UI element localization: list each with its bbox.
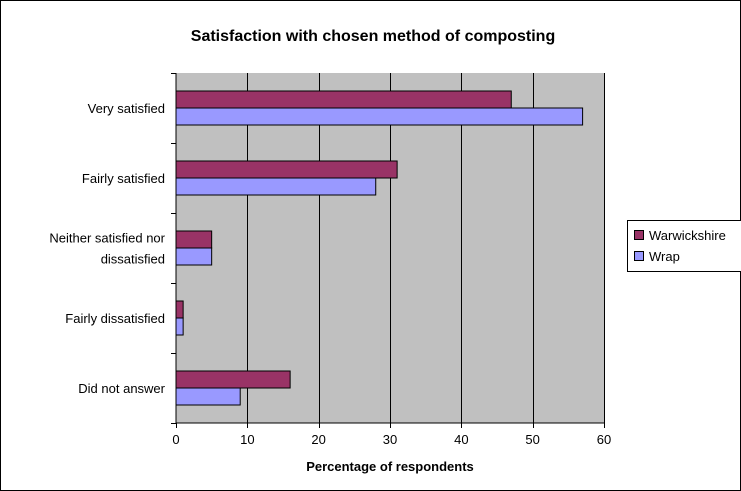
x-tick-label-60: 60	[597, 432, 611, 447]
y-category-label-did-not-answer: Did not answer	[78, 381, 165, 396]
y-category-label-fairly-dissatisfied: Fairly dissatisfied	[65, 311, 165, 326]
x-tick-label-40: 40	[454, 432, 468, 447]
x-ticks: 0 10 20 30 40 50 60	[171, 73, 611, 447]
bar-warwickshire-fairly-dissatisfied	[175, 300, 184, 319]
legend-swatch-warwickshire	[634, 230, 644, 240]
y-category-label-line: dissatisfied	[101, 252, 165, 267]
y-category-label-neither-satisfied-nor-dissatisfied: Neither satisfied nor dissatisfied	[49, 231, 165, 267]
x-axis-title: Percentage of respondents	[306, 459, 474, 474]
bar-warwickshire-fairly-satisfied	[175, 160, 398, 179]
y-category-label-line: Very satisfied	[88, 101, 165, 116]
legend-item-warwickshire: Warwickshire	[634, 227, 726, 243]
y-category-label-line: Fairly dissatisfied	[65, 311, 165, 326]
bar-wrap-did-not-answer	[175, 387, 241, 406]
x-tick-label-30: 30	[383, 432, 397, 447]
y-category-label-line: Did not answer	[78, 381, 165, 396]
category-labels: Very satisfied Fairly satisfied Neither sa…	[49, 101, 165, 396]
y-category-label-very-satisfied: Very satisfied	[88, 101, 165, 116]
bar-warwickshire-did-not-answer	[175, 370, 291, 389]
gridlines	[247, 73, 605, 423]
bar-warwickshire-very-satisfied	[175, 90, 512, 109]
legend: Warwickshire Wrap	[627, 220, 741, 272]
legend-item-wrap: Wrap	[634, 248, 680, 264]
bar-wrap-very-satisfied	[175, 107, 584, 126]
legend-label-wrap: Wrap	[649, 248, 680, 264]
x-tick-label-0: 0	[172, 432, 179, 447]
y-category-label-line: Neither satisfied nor	[49, 231, 165, 246]
legend-swatch-wrap	[634, 251, 644, 261]
bar-wrap-fairly-dissatisfied	[175, 317, 184, 336]
x-tick-label-20: 20	[311, 432, 325, 447]
legend-label-warwickshire: Warwickshire	[649, 227, 726, 243]
bar-wrap-fairly-satisfied	[175, 177, 377, 196]
y-category-label-fairly-satisfied: Fairly satisfied	[82, 171, 165, 186]
x-tick-label-50: 50	[525, 432, 539, 447]
bar-warwickshire-neither-satisfied-nor-dissatisfied	[175, 230, 213, 249]
x-tick-label-10: 10	[240, 432, 254, 447]
bar-wrap-neither-satisfied-nor-dissatisfied	[175, 247, 213, 266]
chart-title: Satisfaction with chosen method of compo…	[191, 28, 555, 45]
y-category-label-line: Fairly satisfied	[82, 171, 165, 186]
